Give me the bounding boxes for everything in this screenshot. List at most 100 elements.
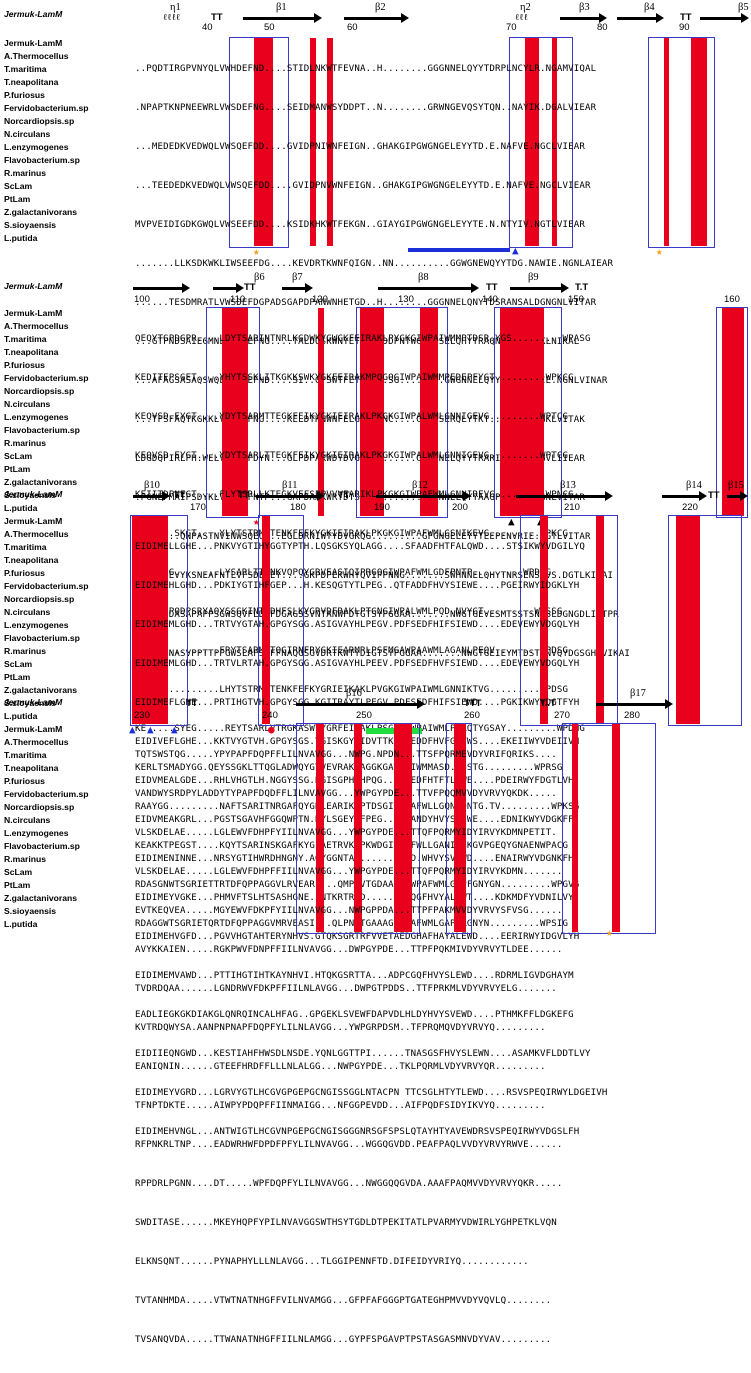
species-name: Flavobacterium.sp — [4, 633, 80, 643]
sequence-row: ......DASAPAPPSGWSQVFLDDFDGAGSSVNTANWFDT… — [135, 610, 619, 620]
star-marker: ★ — [253, 245, 260, 258]
tt-label: TT — [338, 490, 350, 501]
position-number: 150 — [568, 294, 584, 305]
sequence-row: .PGNEPMAIPSDYKLVWADEFNTP...GAPDAAKWRYDTS… — [135, 492, 630, 505]
position-number: 130 — [398, 294, 414, 305]
tt-label: TT — [708, 490, 720, 501]
sequence-row: RFPNKRLTNP....EADWRHWFDPDFPFYLILNVAVGG..… — [135, 1140, 563, 1150]
conserved-column — [222, 308, 248, 516]
conserved-column — [540, 516, 548, 724]
species-name: T.neapolitana — [4, 347, 59, 357]
strand-arrow — [378, 283, 479, 293]
tt-label: TT — [174, 490, 186, 501]
position-number: 160 — [724, 294, 740, 305]
ss-label: β2 — [375, 2, 386, 13]
ss-label: β8 — [418, 272, 429, 283]
species-name: Z.galactanivorans — [4, 685, 78, 695]
species-name: Flavobacterium.sp — [4, 155, 80, 165]
species-name: T.neapolitana — [4, 763, 59, 773]
sequence-row: ...TEEDEDKVEDWQLVWSQEFDD....GVIDPNVWNFEI… — [135, 181, 591, 191]
position-number: 190 — [374, 502, 390, 513]
triangle-marker: ▲ — [171, 723, 178, 736]
species-name: S.sioyaensis — [4, 906, 57, 916]
position-number: 100 — [134, 294, 150, 305]
sequence-row: ELKNSQNT......PYNAPHYLLLNLAVGG...TLGGIPE… — [135, 1257, 529, 1267]
species-name: R.marinus — [4, 646, 47, 656]
species-name: Fervidobacterium.sp — [4, 373, 89, 383]
triangle-marker: ▲ — [147, 723, 154, 736]
ss-label: β16 — [346, 688, 362, 699]
tt-label: TT — [186, 698, 198, 709]
reference-label: Jermuk-LamM — [4, 9, 63, 19]
species-name: S.sioyaensis — [4, 220, 57, 230]
position-number: 270 — [554, 710, 570, 721]
similar-column-box — [716, 307, 748, 518]
species-name: Norcardiopsis.sp — [4, 386, 75, 396]
sequence-row: ......EVYKSNEAFNTLVFSDEFEY....GKPDPEKWHY… — [135, 571, 614, 581]
similar-column-box — [520, 515, 618, 726]
species-name: PtLam — [4, 880, 31, 890]
conserved-column — [316, 724, 324, 932]
sequence-row: EANIQNIN......GTEEFHRDFFLLLNLALGG...NWPG… — [135, 1062, 546, 1072]
position-number: 60 — [347, 22, 358, 33]
species-name: Jermuk-LamM — [4, 724, 63, 734]
species-name: Jermuk-LamM — [4, 516, 63, 526]
species-name: N.circulans — [4, 399, 51, 409]
sequence-row: KERLTSMADYGG.QEYSSGKLTTQGLADWQYGYVEVRAKL… — [135, 763, 563, 773]
strand-arrow — [282, 283, 313, 293]
tt-label: T..T — [540, 698, 556, 709]
species-name: R.marinus — [4, 854, 47, 864]
triangle-marker: ▲ — [512, 244, 519, 257]
sequence-row: TFNPTDKTE.....AIWPYPDQPFFIINMAIGG...NFGG… — [135, 1101, 546, 1111]
ss-label: β11 — [282, 480, 298, 491]
sequence-row: ......NASVPPTTPPGWSLAFSDFFNAQGSGVDRTKWTY… — [135, 649, 630, 659]
ss-label: β1 — [276, 2, 287, 13]
strand-arrow — [133, 491, 170, 501]
sequence-row: EIDIMELLGHE...PNKVYGTIHYGGTYPTH.LQSGKSYQ… — [135, 542, 585, 552]
position-number: 110 — [230, 294, 246, 305]
similar-column-box — [446, 723, 472, 934]
sequence-row: RQDFNG.........FRYTSARMKTQGIRNFRYGKIEARM… — [135, 646, 569, 656]
conserved-column — [310, 38, 316, 246]
sequence-row: ........QNPASTNVINWSQEQ...EGLDRNIWTYDVGK… — [135, 532, 591, 542]
strand-arrow — [727, 491, 748, 501]
strand-arrow — [213, 283, 244, 293]
star-marker: ★ — [656, 245, 663, 258]
conserved-column — [612, 724, 620, 932]
conserved-column — [664, 38, 669, 246]
species-name: S.sioyaensis — [4, 698, 57, 708]
sequence-row: KE.............LHYTSTRMTTENKFEFKYGRIEIKA… — [135, 685, 569, 695]
species-name: Norcardiopsis.sp — [4, 594, 75, 604]
helix-glyph: ℓℓℓ — [515, 12, 528, 22]
species-name: P.furiosus — [4, 360, 45, 370]
sequence-row: RPPDRLPGNN....DT.....WPFDQPFYLILNVAVGG..… — [135, 1179, 563, 1189]
position-number: 230 — [134, 710, 150, 721]
sequence-row: SWDITASE......MKEYHQPFYPILNVAVGGSWTHSYTG… — [135, 1218, 557, 1228]
sequence-row: ...MEDEDKVEDWQLVWSQEFDD....GVIDPNIWNFEIG… — [135, 142, 585, 152]
tt-label: TT — [211, 12, 223, 23]
species-name: S.sioyaensis — [4, 490, 57, 500]
strand-arrow — [662, 491, 707, 501]
position-number: 210 — [564, 502, 580, 513]
conserved-column — [552, 38, 557, 246]
circle-marker: ● — [268, 723, 275, 736]
strand-arrow — [596, 699, 673, 709]
reference-label: Jermuk-LamM — [4, 697, 63, 707]
position-number: 200 — [452, 502, 468, 513]
ss-label: β6 — [254, 272, 265, 283]
species-name: PtLam — [4, 464, 31, 474]
species-name: P.furiosus — [4, 568, 45, 578]
conserved-column — [572, 724, 578, 932]
position-number: 80 — [597, 22, 608, 33]
similar-column-box — [130, 515, 188, 726]
triangle-marker: ▲ — [129, 723, 136, 736]
species-name: L.enzymogenes — [4, 142, 69, 152]
species-name: A.Thermocellus — [4, 321, 69, 331]
secondary-structure-track: β10 TT β11 TT TT β12 β13 β14 TT β15 170 … — [0, 480, 751, 514]
sequence-rows: TQTSWSTQG.....YPYPAPFDQPFFLILNVAVGG...NW… — [135, 723, 563, 1373]
ss-label: β15 — [728, 480, 744, 491]
secondary-structure-track: η1 ℓℓℓℓ TT β1 β2 η2 ℓℓℓ β3 β4 TT β5 40 5… — [0, 0, 751, 34]
reference-label: Jermuk-LamM — [4, 281, 63, 291]
sequence-row: .NPAPTKNPNEEWRLVWSDEFNG....SEIDMANWSYDDP… — [135, 103, 597, 113]
species-name: Z.galactanivorans — [4, 477, 78, 487]
